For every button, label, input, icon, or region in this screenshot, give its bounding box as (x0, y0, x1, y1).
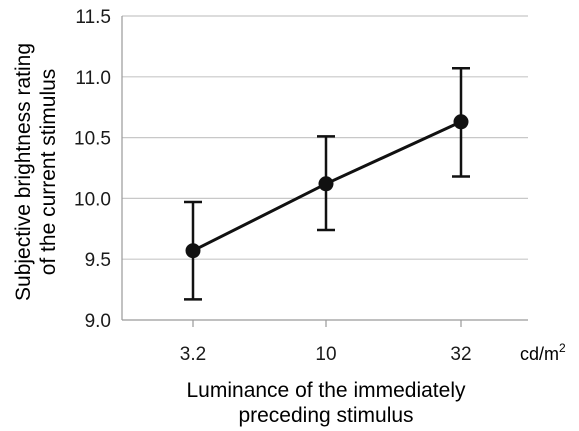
y-axis-label-line-1: Subjective brightness rating (12, 43, 35, 301)
y-tick-label: 10.0 (74, 189, 111, 210)
x-axis-unit-base: cd/m (520, 344, 559, 364)
data-point (185, 243, 201, 259)
data-point (318, 176, 334, 192)
axes (121, 16, 528, 327)
y-tick-labels: 9.0 9.5 10.0 10.5 11.0 11.5 (74, 7, 111, 332)
x-tick-label: 3.2 (180, 344, 206, 365)
y-tick-label: 9.0 (85, 311, 111, 332)
x-tick-label: 10 (315, 344, 336, 365)
x-axis-label-line-2: preceding stimulus (238, 404, 413, 427)
data-series (184, 67, 470, 301)
y-tick-label: 11.5 (75, 7, 111, 28)
y-tick-label: 11.0 (75, 68, 111, 89)
y-tick-label: 9.5 (85, 250, 111, 271)
x-axis-unit: cd/m2 (520, 341, 566, 364)
x-tick-label: 32 (450, 344, 471, 365)
x-axis-label-line-1: Luminance of the immediately (187, 379, 466, 402)
y-axis-label-line-2: of the current stimulus (37, 69, 60, 276)
data-point (453, 114, 469, 130)
x-tick-labels: 3.2 10 32 (180, 344, 472, 365)
y-tick-label: 10.5 (74, 129, 111, 150)
x-axis-unit-superscript: 2 (559, 341, 566, 355)
